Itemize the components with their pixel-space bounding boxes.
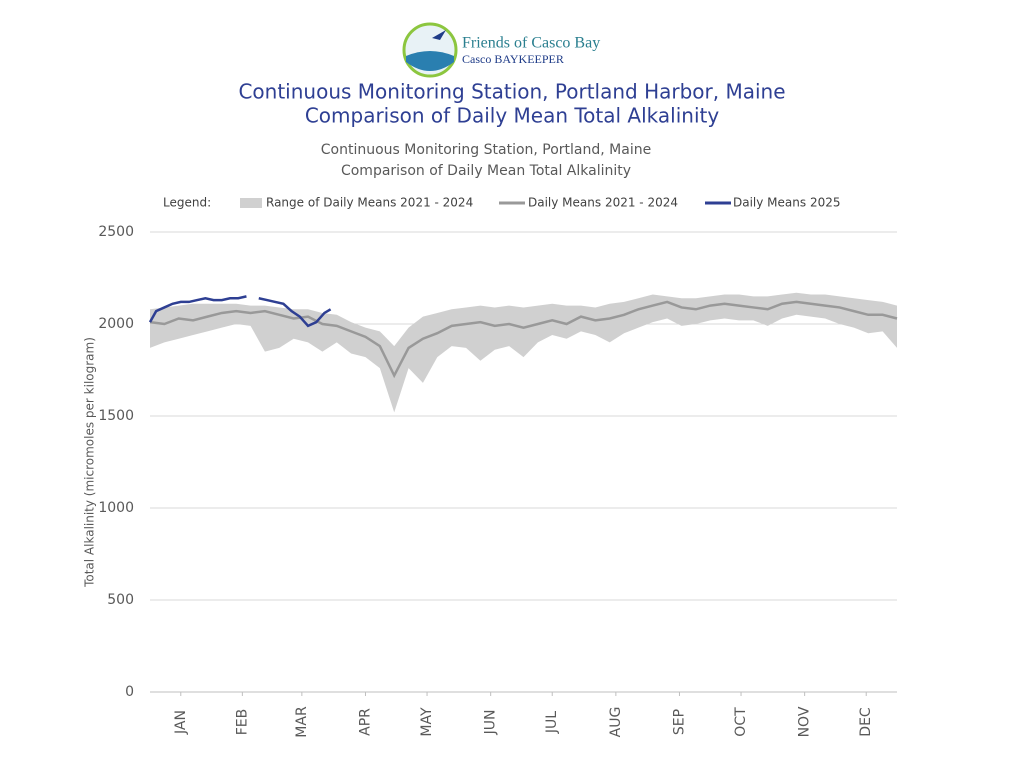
logo-name: Friends of Casco Bay [462, 35, 600, 52]
x-tick-label: APR [357, 708, 373, 736]
x-tick-label: DEC [858, 707, 874, 737]
series-line [149, 300, 898, 379]
y-tick-label: 2000 [98, 316, 134, 332]
x-tick-label: JUN [483, 710, 499, 736]
series-line [148, 295, 332, 328]
x-tick-label: OCT [733, 707, 749, 737]
range-band [150, 292, 897, 413]
x-tick-label: FEB [234, 709, 250, 736]
x-tick-label: AUG [608, 707, 624, 738]
logo: Friends of Casco Bay Casco BAYKEEPER [402, 22, 600, 78]
x-tick-label: JUL [544, 711, 560, 734]
y-tick-label: 2500 [98, 224, 134, 240]
logo-water [406, 51, 454, 71]
x-tick-label: NOV [797, 706, 813, 737]
legend-label: Legend: [163, 196, 211, 210]
y-tick-label: 500 [107, 592, 134, 608]
title: Continuous Monitoring Station, Portland … [238, 80, 785, 104]
legend-entry: Range of Daily Means 2021 - 2024 [266, 196, 473, 210]
subtitle: Comparison of Daily Mean Total Alkalinit… [305, 104, 720, 128]
logo-sub: Casco BAYKEEPER [462, 52, 564, 66]
y-axis-label: Total Alkalinity (micromoles per kilogra… [83, 337, 97, 588]
logo-bird [432, 30, 446, 40]
inner-title: Continuous Monitoring Station, Portland,… [321, 142, 651, 158]
inner-subtitle: Comparison of Daily Mean Total Alkalinit… [341, 163, 631, 179]
x-tick-label: JAN [173, 710, 189, 735]
y-tick-label: 0 [125, 684, 134, 700]
y-tick-label: 1000 [98, 500, 134, 516]
legend-entry: Daily Means 2021 - 2024 [528, 196, 678, 210]
y-tick-label: 1500 [98, 408, 134, 424]
legend-swatch [240, 198, 262, 208]
x-tick-label: SEP [671, 709, 687, 735]
x-tick-label: MAY [419, 707, 435, 737]
legend-entry: Daily Means 2025 [733, 196, 840, 210]
x-tick-label: MAR [294, 706, 310, 738]
